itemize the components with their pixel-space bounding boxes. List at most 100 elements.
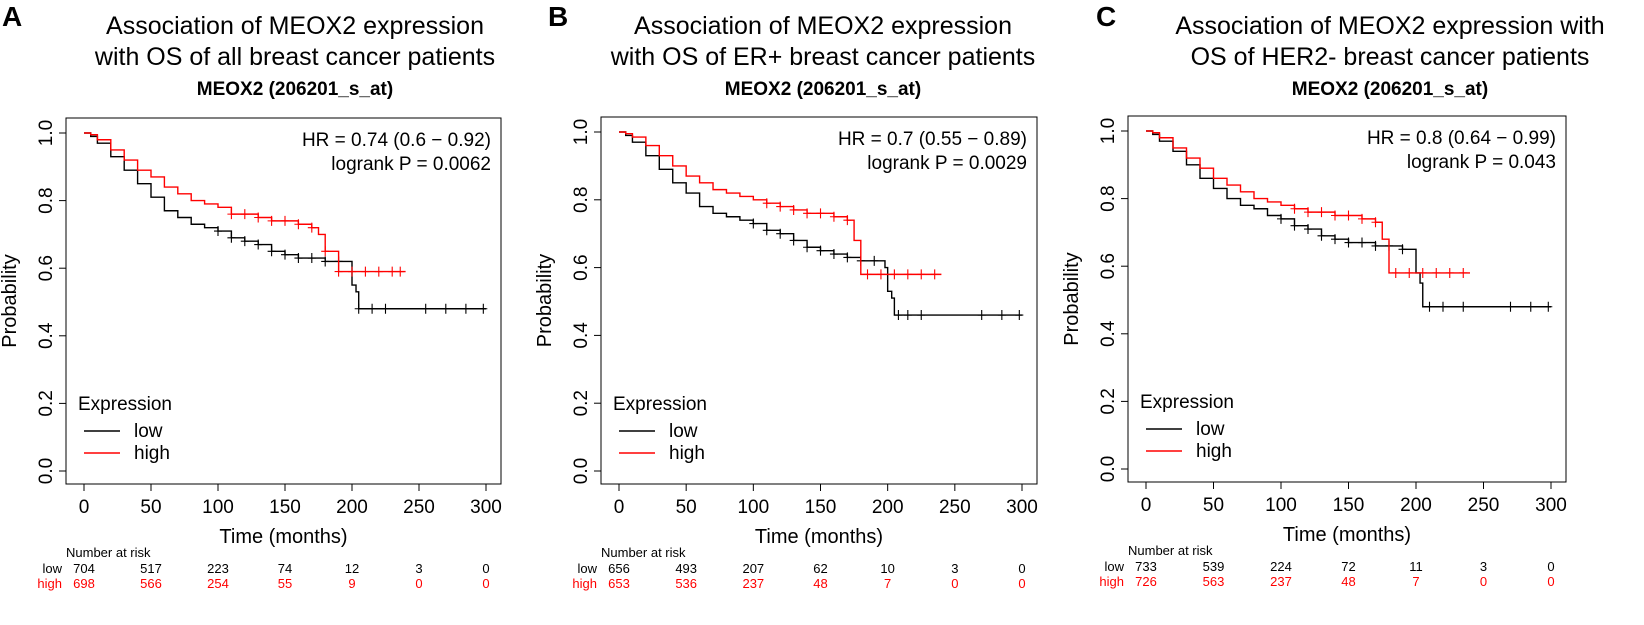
censor-mark-high <box>1358 213 1366 224</box>
legend-title: Expression <box>1140 392 1234 413</box>
risk-row-label-low: low <box>577 561 597 576</box>
panel-b: B Association of MEOX2 expression with OS … <box>534 1 1038 591</box>
panel-letter: B <box>548 1 568 32</box>
plot-frame <box>1127 115 1567 483</box>
censor-mark-high <box>776 201 785 212</box>
risk-table-title: Number at risk <box>1128 543 1213 558</box>
censor-mark-high <box>240 209 249 220</box>
y-tick-label: 0.2 <box>36 390 57 416</box>
risk-count: 223 <box>207 561 229 576</box>
censor-mark-high <box>1405 267 1414 278</box>
censor-mark-low <box>1371 240 1380 251</box>
risk-count: 698 <box>73 576 95 591</box>
censor-mark-low <box>1544 301 1553 312</box>
hazard-ratio-text: HR = 0.7 (0.55 − 0.89) <box>838 129 1027 150</box>
censor-mark-high <box>321 246 330 257</box>
risk-count: 563 <box>1203 574 1225 589</box>
risk-count: 3 <box>1480 559 1487 574</box>
chart-title-line: with OS of ER+ breast cancer patients <box>610 43 1036 71</box>
censor-mark-high <box>890 269 899 280</box>
censor-mark-low <box>321 256 330 267</box>
legend-label-low: low <box>669 421 698 442</box>
y-tick-label: 0.4 <box>571 322 592 349</box>
censor-mark-high <box>1290 203 1299 214</box>
y-tick-label: 0.8 <box>36 187 57 213</box>
x-tick-label: 250 <box>939 497 971 518</box>
censor-mark-low <box>214 226 222 237</box>
censor-mark-low <box>843 252 852 263</box>
censor-mark-low <box>461 303 470 314</box>
risk-row-label-low: low <box>1104 559 1124 574</box>
censor-mark-low <box>441 303 450 314</box>
censor-mark-low <box>870 255 879 266</box>
censor-mark-high <box>762 198 771 209</box>
logrank-p-text: logrank P = 0.0029 <box>867 153 1027 174</box>
risk-count: 11 <box>1409 559 1423 574</box>
censor-mark-high <box>876 269 885 280</box>
y-axis-title: Probability <box>0 254 21 347</box>
censor-mark-low <box>1459 301 1468 312</box>
risk-count: 0 <box>1018 576 1025 591</box>
x-tick-label: 200 <box>336 497 368 518</box>
censor-mark-high <box>1344 210 1353 221</box>
y-tick-label: 0.2 <box>571 390 592 416</box>
x-tick-label: 0 <box>79 497 90 518</box>
x-tick-label: 150 <box>805 497 837 518</box>
y-tick-label: 0.4 <box>36 322 57 349</box>
censor-mark-low <box>421 303 430 314</box>
x-tick-label: 100 <box>202 497 234 518</box>
chart-subtitle: MEOX2 (206201_s_at) <box>725 79 921 100</box>
censor-mark-low <box>240 236 249 247</box>
legend-label-high: high <box>669 443 705 464</box>
censor-mark-low <box>354 303 363 314</box>
censor-mark-low <box>381 303 390 314</box>
censor-mark-high <box>930 269 939 280</box>
x-tick-label: 150 <box>269 497 301 518</box>
x-tick-label: 100 <box>1265 495 1297 516</box>
censor-mark-low <box>1526 301 1535 312</box>
censor-mark-low <box>1425 301 1434 312</box>
risk-count: 62 <box>813 561 827 576</box>
chart-title-line: with OS of all breast cancer patients <box>94 43 495 71</box>
risk-count: 0 <box>482 561 489 576</box>
censor-mark-high <box>348 266 356 277</box>
risk-count: 0 <box>1018 561 1025 576</box>
panel-letter: C <box>1096 1 1116 32</box>
risk-count: 48 <box>813 576 827 591</box>
y-tick-label: 0.6 <box>36 255 57 281</box>
censor-mark-low <box>1439 301 1447 312</box>
censor-mark-low <box>294 253 303 264</box>
censor-mark-high <box>1391 267 1400 278</box>
risk-count: 7 <box>1412 574 1419 589</box>
x-tick-label: 300 <box>1006 497 1038 518</box>
censor-mark-high <box>816 208 825 219</box>
risk-row-label-low: low <box>42 561 62 576</box>
censor-mark-low <box>997 310 1006 321</box>
risk-count: 539 <box>1203 559 1225 574</box>
y-tick-label: 0.2 <box>1098 388 1119 414</box>
chart-title-line: Association of MEOX2 expression <box>634 12 1012 40</box>
survival-curve-high <box>619 131 942 276</box>
censor-mark-low <box>254 239 263 250</box>
censor-mark-high <box>917 269 926 280</box>
x-axis-title: Time (months) <box>1283 524 1411 546</box>
x-tick-label: 50 <box>676 497 697 518</box>
y-tick-label: 1.0 <box>1098 118 1119 144</box>
risk-count: 72 <box>1341 559 1355 574</box>
risk-count: 0 <box>1547 574 1554 589</box>
censor-mark-high <box>374 266 383 277</box>
legend-title: Expression <box>613 394 707 415</box>
x-tick-label: 300 <box>470 497 502 518</box>
censor-mark-high <box>843 215 852 226</box>
censor-mark-low <box>789 235 798 246</box>
censor-mark-high <box>267 215 276 226</box>
censor-mark-high <box>829 211 838 222</box>
risk-count: 0 <box>951 576 958 591</box>
censor-mark-high <box>1331 210 1339 221</box>
risk-count: 10 <box>880 561 894 576</box>
legend-label-high: high <box>1196 441 1232 462</box>
censor-mark-high <box>863 269 872 280</box>
censor-mark-low <box>307 253 316 264</box>
x-tick-label: 250 <box>403 497 435 518</box>
risk-count: 517 <box>140 561 162 576</box>
